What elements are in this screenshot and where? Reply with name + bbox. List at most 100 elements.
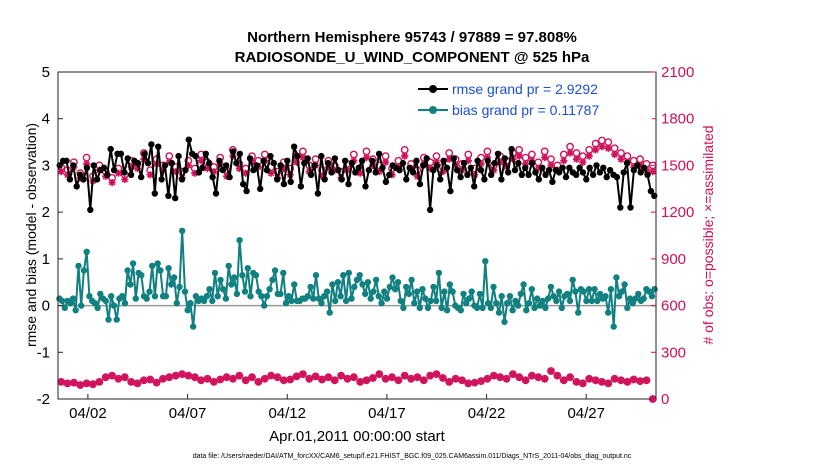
- obs-level-possible-point: [260, 374, 269, 383]
- rmse-point: [165, 192, 172, 199]
- obs-level-point: [267, 372, 275, 380]
- bias-point: [217, 276, 224, 284]
- rmse-point: [437, 176, 444, 183]
- obs-level-possible-point: [324, 373, 333, 382]
- obs-level-possible-point: [318, 375, 326, 384]
- bias-point: [334, 279, 342, 286]
- bias-point: [621, 281, 628, 288]
- bias-point: [392, 286, 399, 293]
- bias-point: [575, 309, 582, 316]
- rmse-point: [532, 169, 539, 176]
- bias-point: [403, 283, 410, 291]
- obs-level-point: [153, 379, 161, 387]
- obs-level-point: [464, 379, 472, 387]
- bias-point: [381, 288, 388, 295]
- rmse-point: [651, 192, 658, 199]
- obs-level-point: [604, 379, 612, 387]
- obs-level-point: [394, 376, 402, 384]
- bias-point: [487, 304, 494, 312]
- rmse-point: [606, 166, 614, 174]
- obs-level-point: [248, 373, 256, 381]
- bias-point: [520, 281, 527, 288]
- bias-point: [473, 304, 481, 312]
- bias-point: [214, 293, 221, 300]
- assimilated-point: [401, 152, 409, 160]
- obs-level-point: [305, 375, 313, 383]
- assimilated-point: [541, 154, 549, 162]
- rmse-point: [457, 173, 464, 181]
- chart-subtitle: RADIOSONDE_U_WIND_COMPONENT @ 525 hPa: [235, 49, 590, 66]
- rmse-point: [155, 143, 162, 150]
- rmse-point: [644, 171, 651, 178]
- obs-level-point: [254, 378, 262, 386]
- bias-point: [547, 283, 555, 291]
- rmse-point: [447, 187, 454, 195]
- bias-point: [435, 269, 443, 277]
- y-tick-label-right: 900: [661, 251, 686, 268]
- bias-point: [550, 293, 557, 300]
- assimilated-point: [356, 169, 364, 177]
- rmse-point: [559, 164, 566, 171]
- bias-point: [397, 297, 404, 305]
- bias-point: [80, 267, 88, 274]
- bias-point: [588, 297, 595, 305]
- obs-level-possible-point: [458, 376, 466, 385]
- obs-level-point: [611, 375, 619, 383]
- bias-point: [400, 304, 407, 312]
- bias-point: [463, 300, 470, 307]
- rmse-point: [386, 171, 393, 178]
- rmse-point: [270, 159, 277, 167]
- obs-level-point: [133, 379, 142, 387]
- rmse-point: [382, 178, 390, 185]
- obs-level-point: [382, 375, 390, 383]
- rmse-point: [423, 155, 430, 162]
- bias-point: [102, 297, 110, 305]
- obs-level-point: [312, 372, 320, 380]
- obs-level-possible-point: [248, 373, 256, 382]
- rmse-point: [352, 169, 359, 176]
- obs-level-point: [369, 374, 377, 382]
- obs-level-point: [57, 378, 65, 386]
- obs-level-possible-point: [305, 374, 314, 383]
- assimilated-point: [649, 168, 657, 176]
- bias-point: [359, 281, 366, 288]
- bias-point: [585, 286, 593, 293]
- bias-point: [405, 290, 413, 298]
- bias-point: [271, 267, 279, 274]
- bias-point: [168, 281, 175, 288]
- rmse-point: [341, 157, 349, 164]
- rmse-point: [505, 169, 512, 176]
- rmse-point: [511, 166, 519, 174]
- rmse-point: [426, 206, 434, 213]
- assimilated-point: [592, 146, 600, 154]
- x-axis-label: Apr.01,2011 00:00:00 start: [269, 428, 446, 445]
- obs-level-point: [362, 376, 371, 384]
- bias-point: [438, 304, 445, 312]
- rmse-point: [216, 157, 223, 164]
- obs-level-point: [566, 373, 574, 381]
- assimilated-point: [585, 152, 593, 160]
- rmse-point: [630, 166, 638, 174]
- obs-level-point: [432, 370, 441, 378]
- obs-level-point: [184, 372, 192, 380]
- y-tick-label-left: -1: [37, 344, 50, 361]
- obs-level-point: [541, 375, 549, 383]
- obs-level-point: [617, 376, 625, 384]
- rmse-point: [539, 164, 546, 171]
- bias-point: [342, 297, 350, 305]
- obs-level-possible-point: [413, 373, 422, 382]
- assimilated-point: [343, 166, 352, 174]
- y-tick-label-right: 300: [661, 344, 686, 361]
- bias-point: [321, 293, 328, 300]
- obs-level-possible-point: [273, 373, 282, 382]
- x-tick-label: 04/17: [368, 405, 406, 422]
- bias-point: [370, 288, 377, 295]
- bias-point: [615, 293, 623, 300]
- rmse-point: [168, 159, 175, 167]
- bias-point: [307, 283, 314, 291]
- obs-level-possible-point: [375, 370, 384, 378]
- rmse-point: [90, 162, 97, 169]
- bias-point: [607, 286, 615, 293]
- legend-box: [410, 78, 652, 120]
- bias-point: [632, 295, 639, 302]
